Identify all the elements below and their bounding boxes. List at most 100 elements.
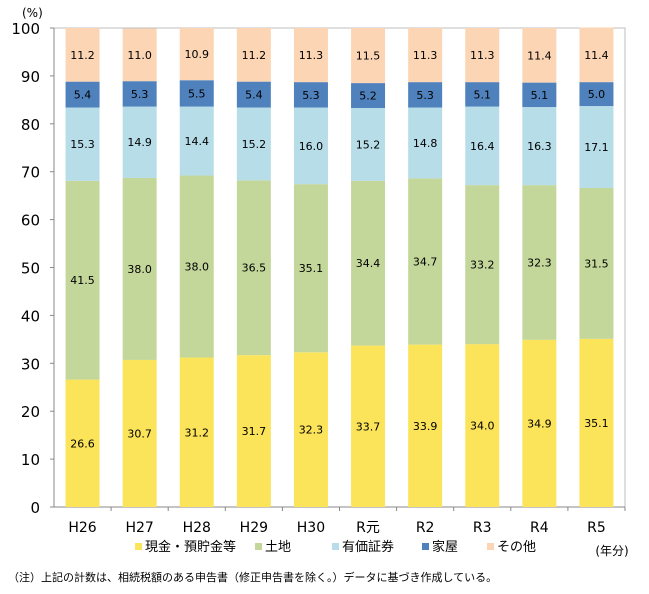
bar-segment xyxy=(65,379,100,507)
bar-segment xyxy=(65,81,100,108)
bar-segment xyxy=(465,106,500,186)
legend-swatch xyxy=(332,543,339,550)
y-tick-label: 50 xyxy=(21,260,40,278)
bar-segment xyxy=(579,338,614,507)
legend-label: 現金・預貯金等 xyxy=(145,539,236,555)
data-label: 15.2 xyxy=(356,138,381,151)
legend-swatch xyxy=(422,543,429,550)
data-label: 5.3 xyxy=(416,89,434,102)
data-label: 15.3 xyxy=(70,138,95,151)
data-label: 14.8 xyxy=(413,137,438,150)
legend-label: 土地 xyxy=(265,540,291,555)
bar-segment xyxy=(122,106,157,178)
data-label: 11.4 xyxy=(527,49,552,62)
bar-segment xyxy=(408,178,443,345)
data-label: 35.1 xyxy=(584,417,609,430)
bar-segment xyxy=(579,27,614,83)
data-label: 5.3 xyxy=(131,88,149,101)
bar-segment xyxy=(293,352,328,507)
data-label: 15.2 xyxy=(242,138,267,151)
bar-segment xyxy=(179,28,214,81)
bar-segment xyxy=(65,28,100,82)
data-label: 5.1 xyxy=(474,88,492,101)
data-label: 33.7 xyxy=(356,420,381,433)
data-label: 10.9 xyxy=(185,48,210,61)
y-tick-label: 70 xyxy=(21,164,40,182)
bar-segment xyxy=(522,339,557,507)
footnote: （注）上記の計数は、相続税額のある申告書（修正申告書を除く。）データに基づき作成… xyxy=(8,571,498,584)
bar-segment xyxy=(351,107,386,181)
x-tick-label: H26 xyxy=(68,520,96,536)
legend-label: 家屋 xyxy=(432,539,458,555)
bar-segment xyxy=(236,355,271,507)
y-tick-label: 20 xyxy=(21,403,40,421)
data-label: 41.5 xyxy=(70,274,95,287)
stacked-bar-chart: (%) (年分) 0 10 20 30 40 50 60 70 80 90 100 H26 H27 H28… xyxy=(11,6,628,558)
bar-segment xyxy=(236,180,271,356)
data-label: 35.1 xyxy=(299,262,324,275)
bar-segment xyxy=(236,107,271,181)
data-label: 5.5 xyxy=(188,87,206,100)
data-label: 5.3 xyxy=(302,89,320,102)
x-tick-label: R4 xyxy=(530,520,549,536)
bar-segment xyxy=(179,175,214,358)
bar-segment xyxy=(122,177,157,360)
legend-label: 有価証券 xyxy=(342,539,394,555)
data-label: 31.7 xyxy=(242,425,267,438)
data-label: 5.2 xyxy=(359,90,377,103)
data-label: 32.3 xyxy=(299,424,324,437)
bar-segment xyxy=(122,81,157,107)
bar-segment xyxy=(465,82,500,107)
y-tick-label: 0 xyxy=(30,499,40,517)
data-label: 11.5 xyxy=(356,50,381,63)
bar-segment xyxy=(293,184,328,353)
bar-segment xyxy=(408,28,443,83)
bar-segment xyxy=(408,344,443,507)
data-label: 16.0 xyxy=(299,140,324,153)
data-label: 32.3 xyxy=(527,256,552,269)
legend-swatch xyxy=(255,543,262,550)
data-label: 5.4 xyxy=(245,89,263,102)
x-tick-label: H27 xyxy=(125,520,153,536)
x-tick-label: R元 xyxy=(356,520,380,536)
bar-segment xyxy=(351,83,386,108)
bar-segment xyxy=(465,28,500,83)
data-label: 11.2 xyxy=(242,49,267,62)
y-tick-label: 90 xyxy=(21,68,40,86)
bar-segment xyxy=(408,107,443,179)
data-label: 11.2 xyxy=(70,49,95,62)
bar-segment xyxy=(351,180,386,346)
bar-segment xyxy=(179,80,214,107)
x-tick-label: H29 xyxy=(240,520,268,536)
data-label: 17.1 xyxy=(584,141,609,154)
bar-segment xyxy=(465,185,500,345)
data-label: 11.4 xyxy=(584,49,609,62)
data-label: 16.3 xyxy=(527,140,552,153)
data-label: 33.2 xyxy=(470,259,495,272)
data-label: 14.9 xyxy=(127,136,152,149)
data-label: 11.3 xyxy=(299,49,324,62)
bar-segment xyxy=(122,28,157,82)
bar-segment xyxy=(293,107,328,185)
bar-segment xyxy=(236,28,271,82)
y-tick-label: 60 xyxy=(21,212,40,230)
bar-segment xyxy=(408,82,443,108)
legend-swatch xyxy=(487,543,494,550)
y-tick-label: 40 xyxy=(21,307,40,325)
bar-segment xyxy=(122,359,157,507)
y-tick-label: 10 xyxy=(21,451,40,469)
y-tick-label: 30 xyxy=(21,355,40,373)
x-axis-unit-label: (年分) xyxy=(595,544,628,558)
data-label: 31.2 xyxy=(185,426,210,439)
legend-swatch xyxy=(135,543,142,550)
bar-segment xyxy=(179,357,214,507)
data-label: 36.5 xyxy=(242,262,267,275)
bar-segment xyxy=(522,185,557,340)
data-label: 11.0 xyxy=(127,49,152,62)
bar-segment xyxy=(522,28,557,83)
bar-segment xyxy=(179,106,214,176)
bar-segment xyxy=(65,107,100,181)
data-label: 38.0 xyxy=(185,261,210,274)
data-label: 14.4 xyxy=(185,135,210,148)
bar-segment xyxy=(351,345,386,507)
